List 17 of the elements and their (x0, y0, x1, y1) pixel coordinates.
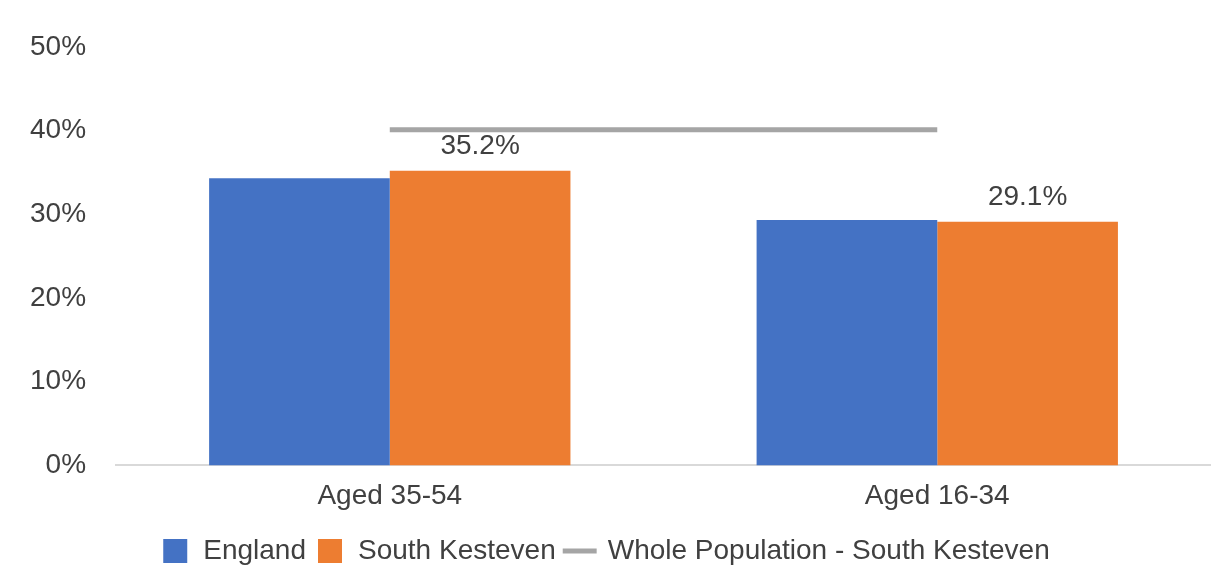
legend-label: South Kesteven (358, 533, 556, 565)
bar (756, 220, 938, 466)
y-tick-label: 20% (29, 280, 87, 312)
y-tick-label: 40% (29, 113, 87, 145)
data-label: 35.2% (440, 129, 520, 161)
legend-label: England (203, 533, 307, 565)
y-tick-label: 10% (29, 364, 87, 396)
bar (389, 170, 571, 466)
y-tick-label: 30% (29, 196, 87, 228)
y-tick-label: 0% (45, 448, 87, 480)
bar (937, 221, 1118, 466)
x-tick-label: Aged 16-34 (864, 478, 1010, 510)
y-tick-label: 50% (29, 29, 87, 61)
legend-label: Whole Population - South Kesteven (607, 533, 1050, 565)
data-label: 29.1% (987, 180, 1068, 212)
x-tick-label: Aged 35-54 (317, 478, 463, 510)
bar (209, 178, 390, 466)
